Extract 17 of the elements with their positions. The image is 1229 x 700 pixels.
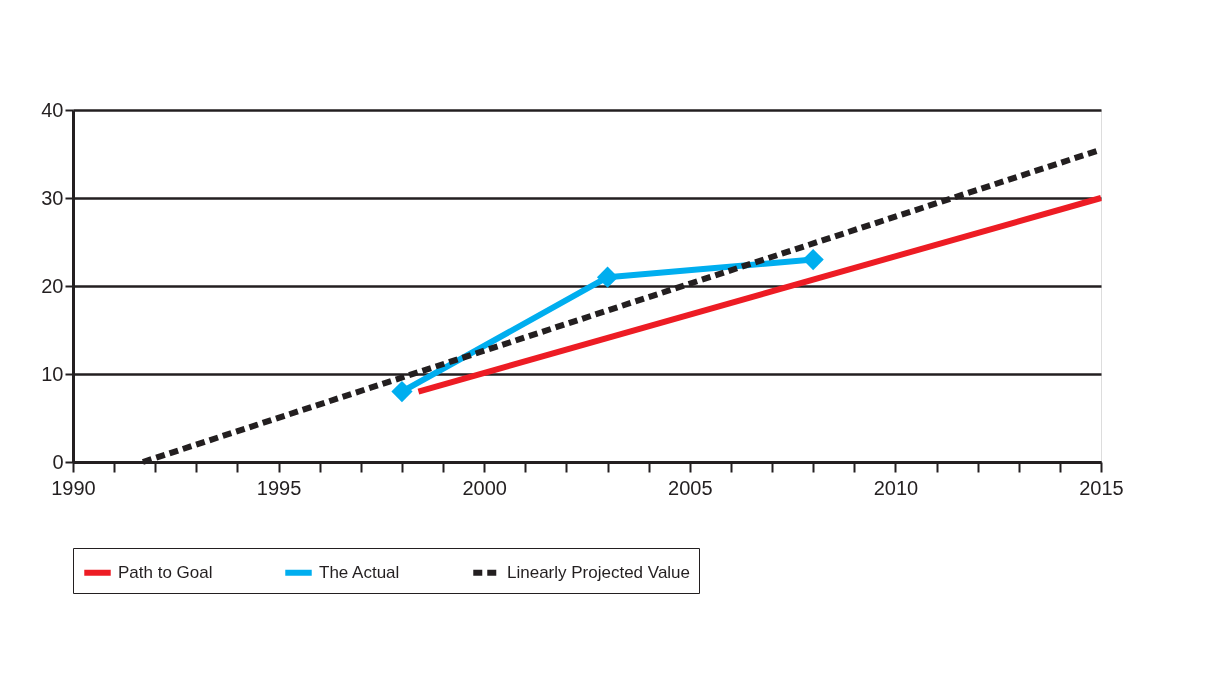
y-tick-label: 40	[41, 98, 64, 121]
x-tick-label: 1995	[256, 476, 302, 499]
x-tick-label: 2010	[873, 476, 919, 499]
legend-label: Linearly Projected Value	[507, 562, 691, 582]
x-tick-label: 2005	[668, 476, 713, 499]
point	[596, 266, 619, 288]
legend-label: The Actual	[319, 562, 400, 582]
y-tick-label: 30	[41, 186, 64, 209]
y-tick-label: 0	[52, 450, 64, 473]
y-tick-label: 20	[41, 274, 64, 297]
y-tick-label: 10	[41, 362, 64, 385]
x-tick-label: 2015	[1079, 476, 1124, 499]
point	[391, 380, 413, 403]
legend-label: Path to Goal	[118, 562, 213, 582]
x-tick-label: 2000	[462, 476, 507, 499]
x-tick-label: 1990	[51, 476, 96, 499]
point	[802, 248, 824, 271]
